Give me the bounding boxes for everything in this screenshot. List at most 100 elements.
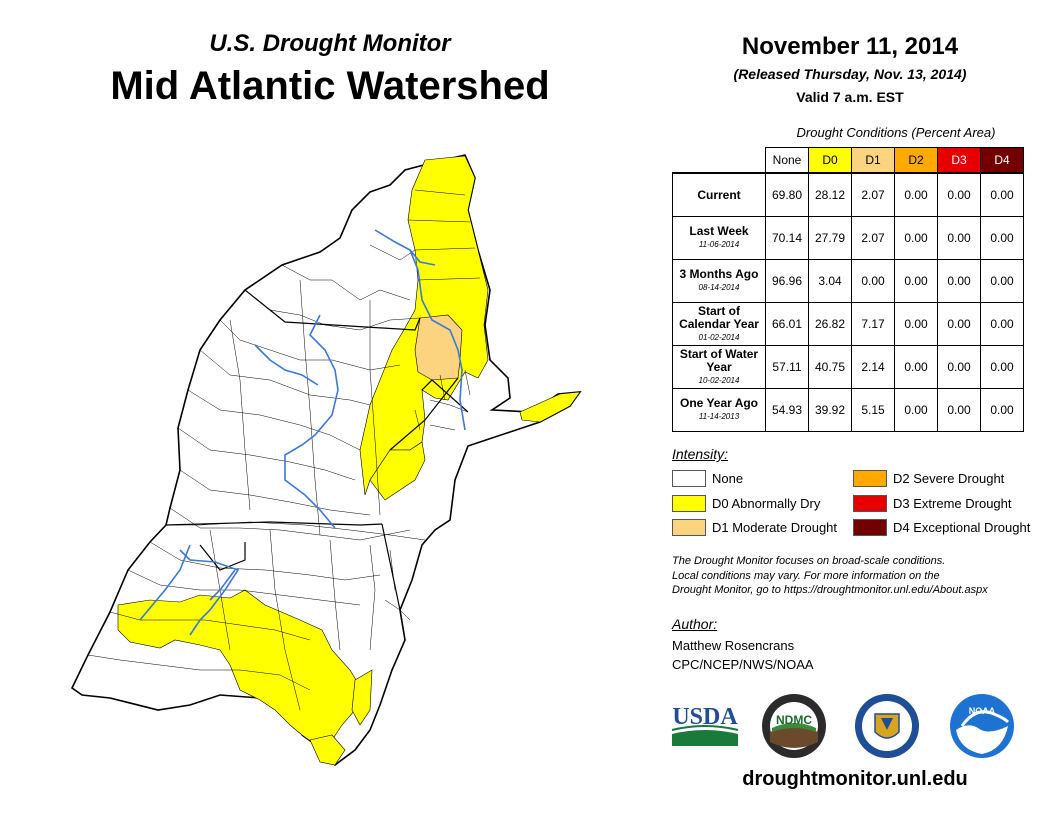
table-cell: 0.00 — [980, 172, 1024, 217]
map-subtitle: U.S. Drought Monitor — [209, 30, 451, 57]
legend-swatch — [672, 470, 706, 487]
legend-item-none: None — [672, 470, 743, 487]
table-cell: 66.01 — [765, 302, 809, 346]
legend-swatch — [853, 519, 887, 536]
table-cell: 0.00 — [894, 345, 938, 389]
table-cell: 40.75 — [808, 345, 852, 389]
row-label-text: 3 Months Ago — [679, 267, 759, 281]
table-cell: 96.96 — [765, 259, 809, 303]
author-org: CPC/NCEP/NWS/NOAA — [672, 657, 814, 672]
table-cell: 26.82 — [808, 302, 852, 346]
table-cell: 0.00 — [894, 216, 938, 260]
table-cell: 0.00 — [937, 345, 981, 389]
row-label-date: 10-02-2014 — [698, 375, 740, 385]
table-row: One Year Ago 11-14-2013 54.93 39.92 5.15 0.00… — [672, 388, 1024, 432]
county-lines — [87, 189, 481, 711]
ndmc-logo-text: NDMC — [776, 713, 812, 727]
table-cell: 54.93 — [765, 388, 809, 432]
row-label-text: Last Week — [689, 224, 749, 238]
col-header-none: None — [765, 147, 809, 174]
table-cell: 0.00 — [894, 388, 938, 432]
table-cell: 0.00 — [851, 259, 895, 303]
row-label-date: 01-02-2014 — [698, 332, 740, 342]
col-header-d3: D3 — [937, 147, 981, 174]
website-link[interactable]: droughtmonitor.unl.edu — [742, 768, 968, 790]
row-label-text: Current — [697, 187, 741, 202]
table-cell: 0.00 — [894, 172, 938, 217]
table-cell: 2.07 — [851, 216, 895, 260]
valid-time: Valid 7 a.m. EST — [796, 89, 904, 105]
table-row: Last Week 11-06-2014 70.14 27.79 2.07 0.00 0.0… — [672, 216, 1024, 260]
row-label-date: 11-06-2014 — [698, 240, 740, 249]
legend-label: D0 Abnormally Dry — [712, 496, 821, 511]
table-corner — [673, 148, 766, 174]
row-label-text: Start of Calendar Year — [679, 303, 759, 331]
row-label-date: 11-14-2013 — [698, 412, 740, 421]
noaa-logo: NOAA — [950, 694, 1014, 758]
table-cell: 39.92 — [808, 388, 852, 432]
table-cell: 0.00 — [937, 172, 981, 217]
table-cell: 0.00 — [937, 302, 981, 346]
table-cell: 0.00 — [980, 259, 1024, 303]
note-line-1: The Drought Monitor focuses on broad-sca… — [672, 555, 946, 567]
row-label: 3 Months Ago 08-14-2014 — [672, 259, 766, 303]
table-cell: 0.00 — [980, 388, 1024, 432]
legend-title: Intensity: — [672, 446, 729, 462]
table-cell: 27.79 — [808, 216, 852, 260]
col-header-d1: D1 — [851, 147, 895, 174]
table-cell: 0.00 — [937, 216, 981, 260]
table-cell: 2.14 — [851, 345, 895, 389]
table-cell: 0.00 — [980, 345, 1024, 389]
col-header-d0: D0 — [808, 147, 852, 174]
note-line-3: Drought Monitor, go to https://droughtmo… — [672, 584, 988, 596]
row-label: Start of Water Year 10-02-2014 — [672, 345, 766, 389]
table-cell: 0.00 — [894, 259, 938, 303]
legend-swatch — [672, 495, 706, 512]
table-cell: 3.04 — [808, 259, 852, 303]
legend-item-d0: D0 Abnormally Dry — [672, 495, 820, 512]
legend-label: D1 Moderate Drought — [712, 520, 838, 535]
legend-label: None — [712, 471, 744, 486]
table-cell: 0.00 — [980, 216, 1024, 260]
table-cell: 7.17 — [851, 302, 895, 346]
map-title: Mid Atlantic Watershed — [110, 64, 550, 108]
row-label-text: Start of Water Year — [679, 346, 759, 374]
table-cell: 28.12 — [808, 172, 852, 217]
legend-swatch — [853, 470, 887, 487]
table-cell: 69.80 — [765, 172, 809, 217]
col-header-d2: D2 — [894, 147, 938, 174]
table-cell: 0.00 — [937, 388, 981, 432]
legend-label: D4 Exceptional Drought — [893, 520, 1031, 535]
usda-logo: USDA — [671, 704, 738, 746]
row-label: Current — [672, 172, 766, 217]
ndmc-logo: NDMC — [762, 694, 826, 758]
table-row: Current 69.80 28.12 2.07 0.00 0.00 0.00 — [672, 172, 1024, 217]
table-row: 3 Months Ago 08-14-2014 96.96 3.04 0.00 0.00 0… — [672, 259, 1024, 303]
map-date: November 11, 2014 — [741, 33, 959, 60]
row-label: One Year Ago 11-14-2013 — [672, 388, 766, 432]
legend-item-d3: D3 Extreme Drought — [853, 495, 1012, 512]
author-heading: Author: — [672, 616, 718, 632]
d1-area — [414, 314, 463, 381]
table-cell: 0.00 — [980, 302, 1024, 346]
table-caption: Drought Conditions (Percent Area) — [796, 125, 996, 140]
note-line-2: Local conditions may vary. For more info… — [672, 569, 940, 582]
legend-swatch — [672, 519, 706, 536]
table-cell: 5.15 — [851, 388, 895, 432]
legend-swatch — [853, 495, 887, 512]
dept-commerce-seal — [855, 694, 919, 758]
drought-conditions-table: None D0 D1 D2 D3 D4 Current 69.80 28.12 2.0… — [672, 147, 1024, 432]
state-boundaries — [165, 289, 469, 641]
row-label: Start of Calendar Year 01-02-2014 — [672, 302, 766, 346]
legend-item-d2: D2 Severe Drought — [853, 470, 1004, 487]
row-label-date: 08-14-2014 — [698, 283, 740, 292]
legend-label: D2 Severe Drought — [893, 471, 1005, 486]
noaa-logo-text: NOAA — [969, 706, 996, 716]
legend-label: D3 Extreme Drought — [893, 496, 1012, 511]
disclaimer-note: The Drought Monitor focuses on broad-sca… — [672, 554, 1042, 598]
author-name: Matthew Rosencrans — [672, 638, 795, 653]
table-cell: 70.14 — [765, 216, 809, 260]
drought-map — [70, 154, 582, 767]
table-cell: 0.00 — [937, 259, 981, 303]
row-label-text: One Year Ago — [679, 396, 759, 410]
